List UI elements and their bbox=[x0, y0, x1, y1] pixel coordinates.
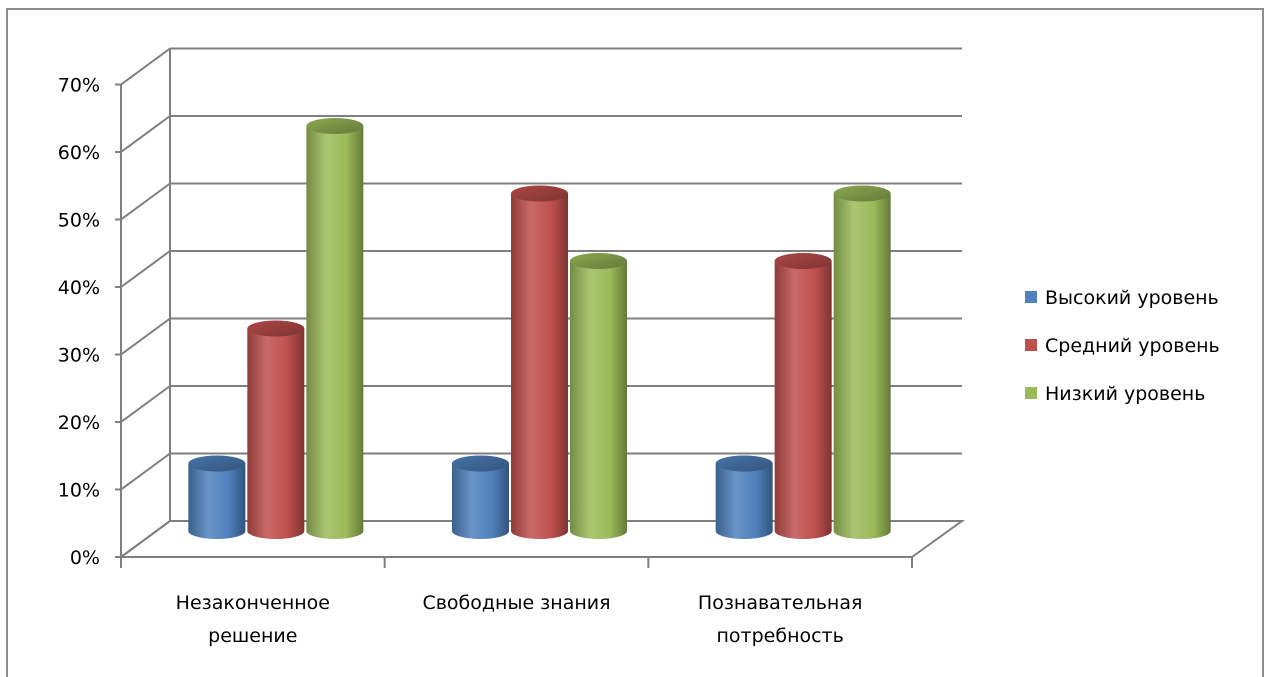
bar-top bbox=[833, 185, 891, 202]
legend-label: Средний уровень bbox=[1045, 335, 1220, 357]
x-axis-labels: Незаконченное решение Свободные знания Позн… bbox=[176, 592, 863, 647]
category-label: Свободные знания bbox=[422, 592, 610, 614]
y-tick-label: 10% bbox=[58, 480, 100, 502]
gridline-side bbox=[120, 385, 171, 423]
legend-swatch bbox=[1025, 291, 1037, 303]
bar-top bbox=[774, 253, 832, 269]
bar-0-1 bbox=[247, 320, 305, 539]
bar-2-1 bbox=[774, 253, 832, 539]
bar-top bbox=[511, 185, 568, 202]
bar-top bbox=[570, 253, 627, 269]
legend-label: Высокий уровень bbox=[1045, 287, 1219, 309]
gridline-side bbox=[120, 452, 171, 491]
gridline-side bbox=[120, 182, 171, 221]
y-tick-label: 0% bbox=[70, 547, 100, 569]
gridline-side bbox=[120, 47, 171, 86]
bar-body bbox=[511, 193, 568, 539]
gridline-side bbox=[120, 317, 171, 356]
category-label: решение bbox=[208, 625, 297, 647]
bar-1-2 bbox=[570, 253, 627, 539]
bar-2-0 bbox=[715, 455, 773, 539]
bar-1-0 bbox=[452, 455, 509, 539]
bar-body bbox=[715, 463, 773, 539]
y-tick-label: 50% bbox=[58, 210, 100, 232]
bar-top bbox=[715, 455, 773, 472]
legend-swatch bbox=[1025, 339, 1037, 351]
bar-top bbox=[306, 118, 364, 134]
y-tick-label: 20% bbox=[58, 412, 100, 434]
y-axis-ticks: 0% 10% 20% 30% 40% 50% 60% 70% bbox=[58, 75, 100, 570]
bar-body bbox=[570, 261, 627, 539]
y-tick-label: 70% bbox=[58, 75, 100, 97]
y-tick-label: 60% bbox=[58, 142, 100, 164]
legend: Высокий уровень Средний уровень Низкий уро… bbox=[1025, 287, 1220, 405]
chart-frame bbox=[6, 8, 1264, 677]
bar-body bbox=[833, 193, 891, 539]
bar-2-2 bbox=[833, 185, 891, 539]
legend-label: Низкий уровень bbox=[1045, 383, 1205, 405]
gridline-side bbox=[120, 250, 171, 288]
bar-body bbox=[247, 328, 305, 539]
bar-top bbox=[188, 455, 246, 472]
y-tick-label: 40% bbox=[58, 277, 100, 299]
bar-0-0 bbox=[188, 455, 246, 539]
category-label: Незаконченное bbox=[176, 592, 330, 614]
category-label: потребность bbox=[716, 625, 843, 647]
bar-1-1 bbox=[511, 185, 568, 539]
legend-swatch bbox=[1025, 387, 1037, 399]
bar-0-2 bbox=[306, 118, 364, 539]
bar-top bbox=[247, 320, 305, 337]
bars bbox=[188, 118, 891, 539]
category-label: Познавательная bbox=[698, 592, 863, 614]
bar-top bbox=[452, 455, 509, 472]
bar-body bbox=[774, 261, 832, 539]
bar-body bbox=[306, 126, 364, 539]
bar-body bbox=[452, 463, 509, 539]
gridline-side bbox=[120, 115, 171, 153]
bar-body bbox=[188, 463, 246, 539]
y-tick-label: 30% bbox=[58, 345, 100, 367]
